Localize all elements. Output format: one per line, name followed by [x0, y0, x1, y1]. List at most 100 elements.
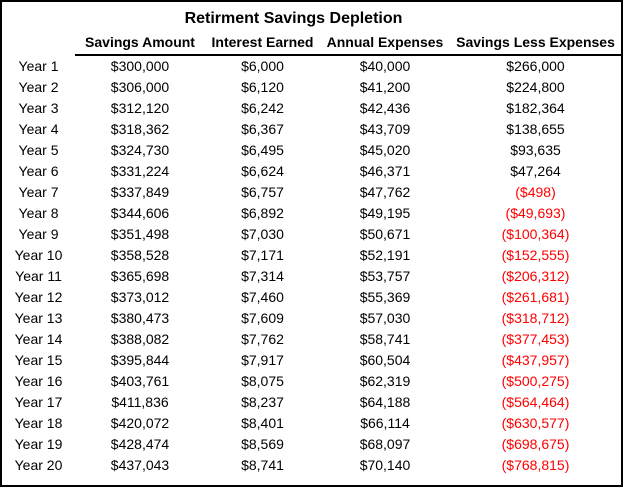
table-row: Year 7 $337,849 $6,757 $47,762 ($498) [2, 182, 621, 203]
table-row: Year 2 $306,000 $6,120 $41,200 $224,800 [2, 77, 621, 98]
table-row: Year 11 $365,698 $7,314 $53,757 ($206,31… [2, 266, 621, 287]
cell-savings-less-expenses: ($261,681) [501, 289, 570, 305]
cell-interest-earned: $6,892 [241, 205, 284, 221]
cell-savings-less-expenses: ($768,815) [501, 457, 570, 473]
cell-annual-expenses: $45,020 [359, 142, 411, 158]
cell-annual-expenses: $53,757 [359, 268, 411, 284]
cell-savings-less-expenses: $47,264 [510, 163, 561, 179]
cell-savings-less-expenses: ($49,693) [505, 205, 566, 221]
column-header-annual-expenses: Annual Expenses [320, 32, 450, 56]
cell-savings-less-expenses: $224,800 [506, 79, 565, 95]
cell-savings-less-expenses: $182,364 [506, 100, 565, 116]
table-row: Year 5 $324,730 $6,495 $45,020 $93,635 [2, 140, 621, 161]
cell-savings-less-expenses: ($437,957) [501, 352, 570, 368]
table-row: Year 19 $428,474 $8,569 $68,097 ($698,67… [2, 434, 621, 455]
table-row: Year 20 $437,043 $8,741 $70,140 ($768,81… [2, 455, 621, 476]
cell-savings-less-expenses: ($206,312) [501, 268, 570, 284]
cell-annual-expenses: $49,195 [359, 205, 411, 221]
cell-savings-less-expenses: $138,655 [506, 121, 565, 137]
cell-year-label: Year 3 [18, 100, 59, 116]
table-row: Year 15 $395,844 $7,917 $60,504 ($437,95… [2, 350, 621, 371]
cell-savings-amount: $403,761 [110, 373, 170, 389]
cell-annual-expenses: $52,191 [359, 247, 411, 263]
table-row: Year 4 $318,362 $6,367 $43,709 $138,655 [2, 119, 621, 140]
cell-year-label: Year 10 [14, 247, 63, 263]
column-header-savings-less-expenses: Savings Less Expenses [450, 32, 621, 56]
cell-interest-earned: $8,401 [241, 415, 284, 431]
cell-year-label: Year 8 [18, 205, 59, 221]
cell-savings-less-expenses: $93,635 [510, 142, 561, 158]
cell-savings-amount: $306,000 [110, 79, 170, 95]
cell-annual-expenses: $58,741 [359, 331, 411, 347]
cell-interest-earned: $7,314 [241, 268, 284, 284]
cell-savings-less-expenses: ($100,364) [501, 226, 570, 242]
cell-annual-expenses: $68,097 [359, 436, 411, 452]
cell-year-label: Year 20 [14, 457, 63, 473]
cell-savings-less-expenses: $266,000 [506, 58, 565, 74]
savings-table: Savings Amount Interest Earned Annual Ex… [2, 32, 621, 476]
table-row: Year 9 $351,498 $7,030 $50,671 ($100,364… [2, 224, 621, 245]
cell-interest-earned: $6,495 [241, 142, 284, 158]
cell-savings-amount: $300,000 [110, 58, 170, 74]
cell-year-label: Year 5 [18, 142, 59, 158]
cell-savings-less-expenses: ($377,453) [501, 331, 570, 347]
table-row: Year 8 $344,606 $6,892 $49,195 ($49,693) [2, 203, 621, 224]
cell-interest-earned: $8,741 [241, 457, 284, 473]
cell-annual-expenses: $57,030 [359, 310, 411, 326]
table-row: Year 18 $420,072 $8,401 $66,114 ($630,57… [2, 413, 621, 434]
cell-year-label: Year 15 [14, 352, 63, 368]
cell-year-label: Year 7 [18, 184, 59, 200]
cell-savings-less-expenses: ($152,555) [501, 247, 570, 263]
cell-interest-earned: $7,030 [241, 226, 284, 242]
cell-savings-amount: $395,844 [110, 352, 170, 368]
cell-annual-expenses: $62,319 [359, 373, 411, 389]
table-row: Year 10 $358,528 $7,171 $52,191 ($152,55… [2, 245, 621, 266]
cell-annual-expenses: $70,140 [359, 457, 411, 473]
cell-savings-less-expenses: ($564,464) [501, 394, 570, 410]
cell-year-label: Year 19 [14, 436, 63, 452]
column-header-year-blank [2, 32, 75, 55]
table-row: Year 13 $380,473 $7,609 $57,030 ($318,71… [2, 308, 621, 329]
cell-savings-amount: $344,606 [110, 205, 170, 221]
cell-annual-expenses: $50,671 [359, 226, 411, 242]
cell-savings-amount: $380,473 [110, 310, 170, 326]
cell-year-label: Year 16 [14, 373, 63, 389]
cell-interest-earned: $8,569 [241, 436, 284, 452]
cell-year-label: Year 14 [14, 331, 63, 347]
table-row: Year 14 $388,082 $7,762 $58,741 ($377,45… [2, 329, 621, 350]
table-row: Year 3 $312,120 $6,242 $42,436 $182,364 [2, 98, 621, 119]
table-row: Year 12 $373,012 $7,460 $55,369 ($261,68… [2, 287, 621, 308]
cell-year-label: Year 12 [14, 289, 63, 305]
cell-year-label: Year 11 [15, 268, 62, 284]
cell-annual-expenses: $66,114 [360, 415, 410, 431]
table-row: Year 6 $331,224 $6,624 $46,371 $47,264 [2, 161, 621, 182]
cell-interest-earned: $7,609 [241, 310, 284, 326]
cell-savings-amount: $358,528 [110, 247, 170, 263]
table-row: Year 16 $403,761 $8,075 $62,319 ($500,27… [2, 371, 621, 392]
cell-year-label: Year 13 [14, 310, 63, 326]
cell-annual-expenses: $46,371 [359, 163, 411, 179]
cell-interest-earned: $6,757 [241, 184, 284, 200]
cell-year-label: Year 1 [18, 57, 59, 74]
cell-interest-earned: $7,762 [241, 331, 284, 347]
table-row: Year 1 $300,000 $6,000 $40,000 $266,000 [2, 55, 621, 77]
cell-interest-earned: $6,624 [241, 163, 284, 179]
cell-savings-amount: $318,362 [110, 121, 170, 137]
cell-interest-earned: $8,075 [241, 373, 284, 389]
cell-savings-amount: $411,836 [111, 394, 169, 410]
cell-savings-amount: $337,849 [110, 184, 170, 200]
table-header: Savings Amount Interest Earned Annual Ex… [2, 32, 621, 56]
cell-savings-less-expenses: ($630,577) [501, 415, 570, 431]
cell-savings-amount: $331,224 [110, 163, 170, 179]
cell-savings-amount: $420,072 [110, 415, 170, 431]
cell-savings-amount: $373,012 [110, 289, 170, 305]
cell-interest-earned: $7,917 [241, 352, 284, 368]
cell-year-label: Year 6 [18, 163, 59, 179]
cell-savings-less-expenses: ($498) [515, 184, 556, 200]
cell-savings-amount: $388,082 [110, 331, 170, 347]
cell-interest-earned: $6,242 [241, 100, 284, 116]
cell-savings-less-expenses: ($500,275) [501, 373, 570, 389]
cell-year-label: Year 17 [14, 394, 63, 410]
cell-savings-amount: $312,120 [110, 100, 170, 116]
